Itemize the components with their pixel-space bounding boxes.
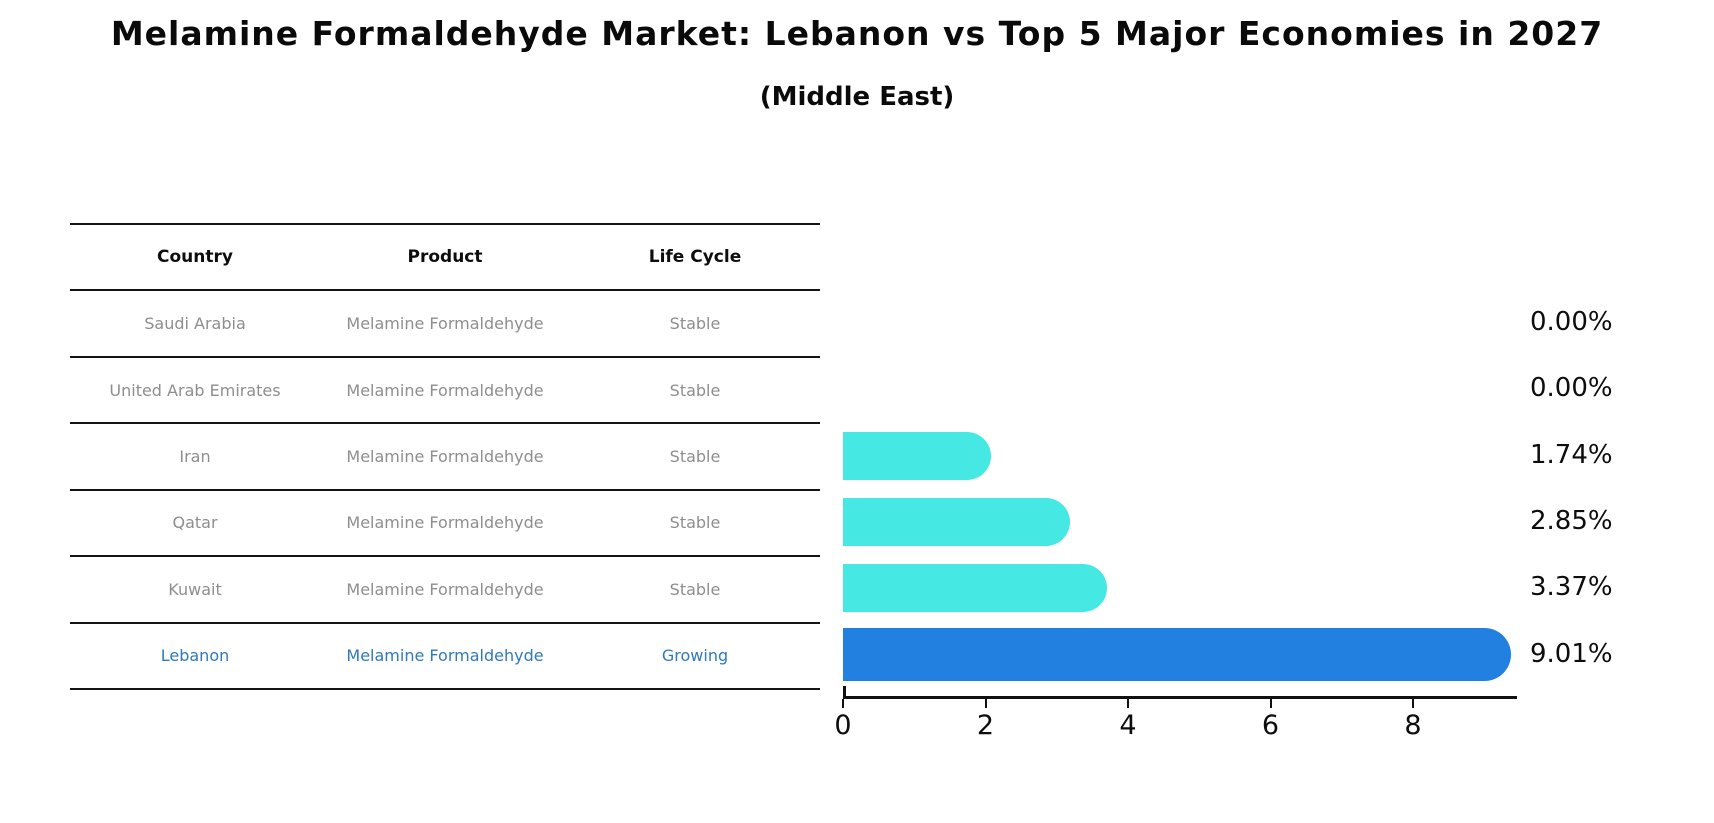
table-cell-product: Melamine Formaldehyde — [346, 513, 544, 533]
table-header-life-cycle: Life Cycle — [648, 247, 742, 268]
bar-lebanon — [843, 628, 1512, 682]
value-label: 0.00% — [1530, 306, 1613, 337]
table-cell-product: Melamine Formaldehyde — [346, 314, 544, 334]
table-cell-product: Melamine Formaldehyde — [346, 579, 544, 599]
table-header-row: Country Product Life Cycle — [70, 223, 820, 289]
x-axis-tick — [1412, 699, 1414, 708]
table-row: Lebanon Melamine Formaldehyde Growing — [70, 621, 820, 688]
table-cell-product: Melamine Formaldehyde — [346, 446, 544, 466]
table-cell-life-cycle: Stable — [669, 314, 721, 334]
x-axis — [843, 696, 1518, 699]
bar-qatar — [843, 497, 1071, 546]
chart-title: Melamine Formaldehyde Market: Lebanon vs… — [110, 14, 1604, 53]
x-axis-tick-label: 0 — [834, 710, 852, 741]
table-cell-country: Saudi Arabia — [144, 314, 246, 334]
comparison-table: Country Product Life Cycle Saudi Arabia Mela… — [70, 223, 820, 690]
table-cell-product: Melamine Formaldehyde — [346, 646, 544, 666]
value-label: 3.37% — [1530, 572, 1613, 603]
x-axis-tick — [984, 699, 987, 708]
table-row: Kuwait Melamine Formaldehyde Stable — [70, 555, 820, 621]
table-cell-country: Iran — [179, 446, 211, 466]
bar-kuwait — [843, 564, 1108, 613]
x-axis-tick — [1269, 699, 1272, 708]
x-axis-tick-label: 6 — [1261, 710, 1280, 741]
table-cell-life-cycle: Stable — [669, 513, 721, 533]
table-cell-country: Qatar — [172, 513, 218, 533]
x-axis-tick-label: 2 — [976, 710, 995, 741]
table-header-country: Country — [157, 247, 233, 268]
table-cell-life-cycle: Growing — [661, 646, 729, 666]
value-label: 2.85% — [1530, 505, 1613, 536]
table-row: Saudi Arabia Melamine Formaldehyde Stable — [70, 289, 820, 355]
x-axis-tick-label: 8 — [1404, 710, 1422, 741]
value-label: 0.00% — [1530, 373, 1613, 404]
table-row: Qatar Melamine Formaldehyde Stable — [70, 488, 820, 555]
table-cell-life-cycle: Stable — [669, 579, 721, 599]
bar-iran — [843, 431, 991, 480]
table-cell-life-cycle: Stable — [669, 446, 721, 466]
value-label: 1.74% — [1530, 439, 1613, 470]
table-cell-life-cycle: Stable — [669, 380, 721, 400]
table-cell-product: Melamine Formaldehyde — [346, 380, 544, 400]
table-row: Iran Melamine Formaldehyde Stable — [70, 422, 820, 488]
table-cell-country: Kuwait — [168, 579, 222, 599]
x-axis-tick — [842, 699, 844, 708]
chart-subtitle: (Middle East) — [759, 82, 955, 112]
y-axis-spine — [843, 686, 846, 696]
x-axis-tick-label: 4 — [1119, 710, 1137, 741]
table-row: United Arab Emirates Melamine Formaldehyd… — [70, 355, 820, 422]
table-cell-country: Lebanon — [160, 646, 230, 666]
table-header-product: Product — [407, 247, 483, 268]
x-axis-tick — [1127, 699, 1129, 708]
value-label: 9.01% — [1530, 638, 1613, 669]
table-cell-country: United Arab Emirates — [109, 380, 281, 400]
